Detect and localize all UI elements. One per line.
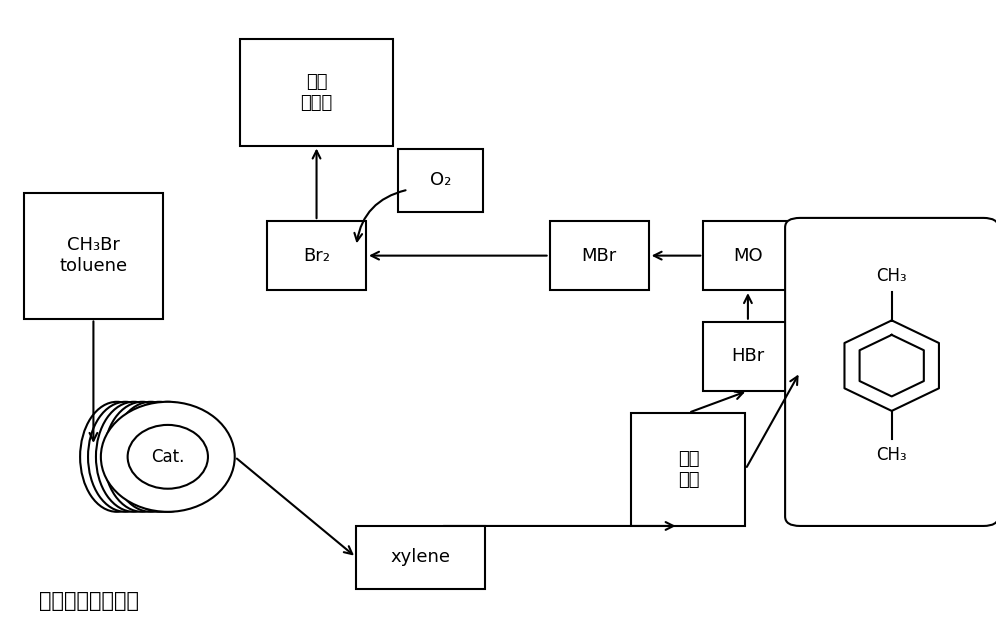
Text: Cat.: Cat. [151,448,184,466]
Text: CH₃: CH₃ [876,268,907,285]
Text: xylene: xylene [391,548,451,566]
Text: Br₂: Br₂ [303,247,330,264]
FancyBboxPatch shape [785,218,998,526]
FancyBboxPatch shape [703,322,793,390]
FancyBboxPatch shape [703,221,793,290]
Ellipse shape [128,402,208,512]
FancyBboxPatch shape [267,221,366,290]
Ellipse shape [112,402,190,512]
Text: 第一微通道反应器: 第一微通道反应器 [39,591,139,611]
Ellipse shape [80,402,154,512]
FancyBboxPatch shape [356,526,485,589]
Ellipse shape [96,402,172,512]
Text: HBr: HBr [731,347,765,365]
FancyBboxPatch shape [24,193,163,318]
Ellipse shape [88,402,163,512]
Text: MO: MO [733,247,763,264]
Ellipse shape [128,425,208,489]
Text: 回收
再利用: 回收 再利用 [300,73,333,111]
FancyBboxPatch shape [398,149,483,211]
Text: CH₃Br
toluene: CH₃Br toluene [59,236,127,275]
Ellipse shape [104,402,181,512]
Text: MBr: MBr [582,247,617,264]
FancyBboxPatch shape [550,221,649,290]
Ellipse shape [101,402,235,512]
FancyBboxPatch shape [240,39,393,146]
Ellipse shape [120,402,199,512]
Text: O₂: O₂ [430,171,451,189]
Text: 精馏
结晶: 精馏 结晶 [678,450,699,489]
FancyBboxPatch shape [631,413,745,526]
Text: CH₃: CH₃ [876,446,907,464]
